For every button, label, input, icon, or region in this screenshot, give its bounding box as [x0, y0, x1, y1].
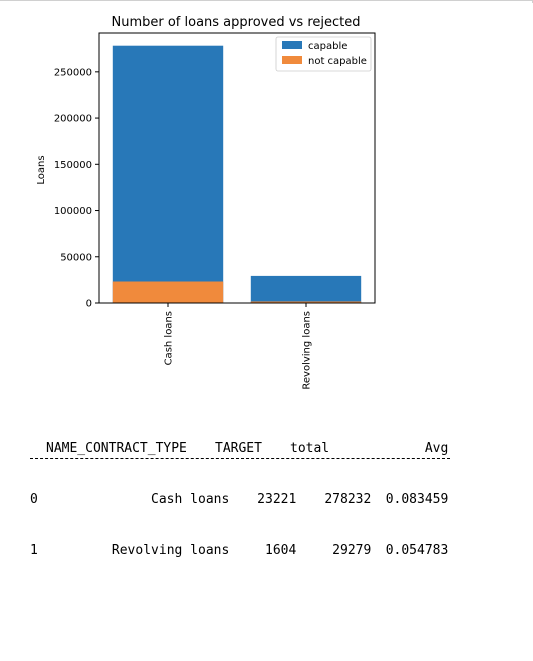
legend-swatch [282, 41, 302, 49]
cell-avg: 0.054783 [385, 543, 449, 558]
output-separator [30, 458, 450, 459]
y-tick-label: 250000 [54, 67, 92, 78]
chart-title: Number of loans approved vs rejected [111, 15, 360, 30]
dataframe-output: NAME_CONTRACT_TYPE TARGET total Avg 0 Ca… [30, 406, 448, 576]
y-tick-label: 0 [86, 299, 92, 310]
table-header-row: NAME_CONTRACT_TYPE TARGET total Avg [30, 440, 448, 457]
legend-label: capable [308, 41, 347, 52]
bar-capable-cash-loans [112, 45, 224, 303]
x-tick-label: Cash loans [164, 311, 175, 365]
cell-total: 29279 [332, 543, 372, 558]
cell-total: 278232 [324, 492, 372, 507]
legend-swatch [282, 56, 302, 64]
bar-not-capable-cash-loans [112, 281, 224, 303]
table-row: 1 Revolving loans 1604 29279 0.054783 [30, 542, 448, 559]
y-axis-ticks: 0 50000 100000 150000 200000 250000 [54, 67, 99, 310]
col-header-contract-type: NAME_CONTRACT_TYPE [46, 441, 187, 456]
col-header-avg: Avg [424, 441, 449, 456]
bar-capable-revolving-loans [250, 275, 362, 303]
y-axis-label: Loans [36, 155, 47, 184]
y-tick-label: 200000 [54, 114, 92, 125]
row-index: 0 [30, 492, 38, 507]
x-tick-label: Revolving loans [302, 311, 313, 390]
col-header-total: total [290, 441, 330, 456]
col-header-target: TARGET [215, 441, 262, 456]
cell-target: 1604 [265, 543, 297, 558]
plot-frame [98, 32, 376, 304]
legend-label: not capable [308, 56, 367, 67]
x-axis-ticks: Cash loans Revolving loans [164, 303, 313, 390]
y-tick-label: 150000 [54, 160, 92, 171]
bar-not-capable-revolving-loans [250, 301, 362, 303]
y-tick-label: 100000 [54, 206, 92, 217]
bars-layer [112, 45, 362, 303]
cell-target: 23221 [257, 492, 297, 507]
legend: capable not capable [275, 36, 372, 72]
cell-contract-type: Revolving loans [111, 543, 230, 558]
table-row: 0 Cash loans 23221 278232 0.083459 [30, 491, 448, 508]
y-tick-label: 50000 [60, 252, 92, 263]
stacked-bar-chart: Number of loans approved vs rejected Loa… [36, 15, 376, 390]
cell-avg: 0.083459 [385, 492, 449, 507]
row-index: 1 [30, 543, 38, 558]
cell-contract-type: Cash loans [151, 492, 230, 507]
